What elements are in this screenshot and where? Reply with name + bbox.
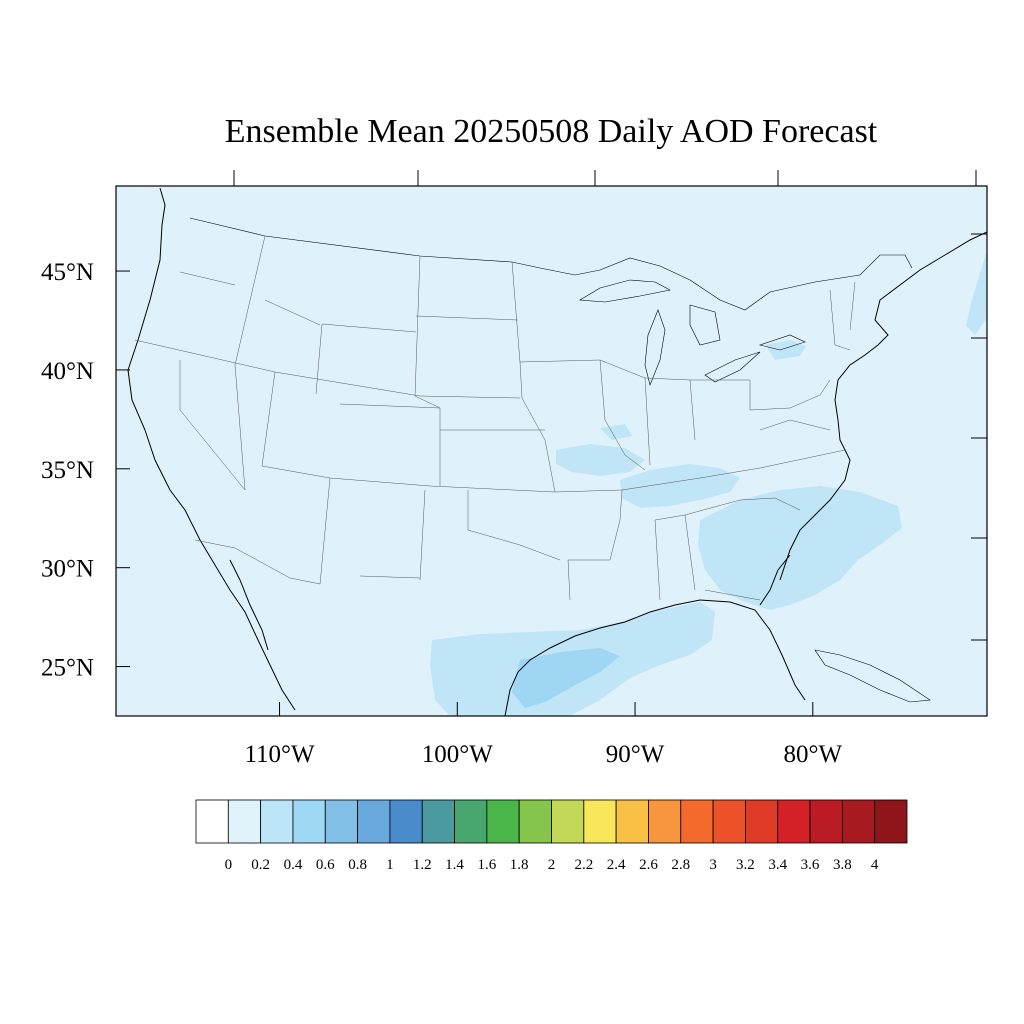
lat-tick-label-0: 25°N: [41, 655, 94, 682]
lake-michigan: [644, 309, 666, 386]
colorbar-label-19: 3.8: [833, 857, 852, 873]
colorbar-label-2: 0.4: [284, 857, 303, 873]
lon-tick-label-3: 80°W: [784, 741, 843, 768]
colorbar-swatch-11: [551, 799, 585, 844]
colorbar-swatch-15: [680, 799, 714, 844]
colorbar-label-4: 0.8: [348, 857, 367, 873]
lat-tick-label-4: 45°N: [41, 259, 94, 286]
canada-border: [189, 217, 913, 311]
colorbar-swatch-7: [421, 799, 455, 844]
gulf-coast: [504, 599, 806, 716]
lake-huron: [689, 304, 721, 346]
colorbar: 0 0.2 0.4 0.6 0.8 1 1.2 1.4 1.6 1.8 2 2.2 2.4 2.6 2.8 3…: [195, 799, 908, 873]
colorbar-swatch-8: [454, 799, 488, 844]
colorbar-swatch-9: [486, 799, 520, 844]
colorbar-swatch-18: [777, 799, 811, 844]
baja-coast: [229, 559, 269, 651]
colorbar-label-7: 1.4: [445, 857, 464, 873]
colorbar-label-3: 0.6: [316, 857, 335, 873]
florida-coast: [759, 554, 791, 606]
map-title: Ensemble Mean 20250508 Daily AOD Forecas…: [225, 113, 878, 150]
colorbar-label-8: 1.6: [477, 857, 496, 873]
colorbar-swatch-10: [518, 799, 552, 844]
colorbar-swatch-4: [324, 799, 358, 844]
colorbar-label-1: 0.2: [251, 857, 270, 873]
colorbar-label-18: 3.6: [801, 857, 820, 873]
lon-tick-label-2: 90°W: [606, 741, 665, 768]
aod-plume-illinois: [600, 424, 632, 440]
lake-ontario: [758, 334, 806, 351]
coastlines-and-borders: [127, 187, 987, 716]
colorbar-swatch-16: [712, 799, 746, 844]
colorbar-swatch-0: [195, 799, 229, 844]
colorbar-swatch-14: [648, 799, 682, 844]
colorbar-swatch-20: [841, 799, 876, 844]
aod-core-gulf: [512, 648, 620, 708]
lat-tick-label-1: 30°N: [41, 556, 94, 583]
colorbar-swatch-2: [260, 799, 294, 844]
colorbar-label-0: 0: [225, 857, 233, 873]
colorbar-label-17: 3.4: [768, 857, 787, 873]
aod-plume-tennessee: [620, 464, 740, 508]
map-border: [115, 185, 988, 717]
colorbar-label-6: 1.2: [413, 857, 432, 873]
colorbar-swatch-12: [583, 799, 617, 844]
state-boundaries: [134, 235, 856, 601]
colorbar-swatch-3: [292, 799, 326, 844]
colorbar-swatch-13: [615, 799, 649, 844]
colorbar-swatch-5: [357, 799, 391, 844]
colorbar-label-9: 1.8: [510, 857, 529, 873]
colorbar-label-15: 3: [709, 857, 717, 873]
cuba: [814, 649, 931, 703]
colorbar-swatch-21: [874, 799, 908, 844]
colorbar-label-13: 2.6: [639, 857, 658, 873]
colorbar-swatch-6: [389, 799, 423, 844]
pacific-coast: [127, 187, 296, 711]
colorbar-label-16: 3.2: [736, 857, 755, 873]
aod-plume-atlantic: [966, 250, 987, 335]
atlantic-coast: [779, 231, 987, 581]
latitude-ticks: 25°N 30°N 35°N 40°N 45°N: [41, 233, 987, 682]
map-frame: [115, 185, 988, 717]
colorbar-label-20: 4: [871, 857, 879, 873]
colorbar-label-12: 2.4: [607, 857, 626, 873]
colorbar-label-14: 2.8: [671, 857, 690, 873]
lat-tick-label-3: 40°N: [41, 358, 94, 385]
colorbar-swatch-1: [227, 799, 262, 844]
aod-plume-missouri: [556, 444, 645, 476]
longitude-ticks: 110°W 100°W 90°W 80°W: [233, 170, 977, 768]
lon-tick-label-1: 100°W: [422, 741, 493, 768]
colorbar-swatch-17: [745, 799, 779, 844]
lake-erie: [704, 351, 761, 383]
lat-tick-label-2: 35°N: [41, 457, 94, 484]
lake-superior: [579, 279, 671, 303]
colorbar-label-10: 2: [548, 857, 556, 873]
colorbar-label-5: 1: [386, 857, 394, 873]
colorbar-swatch-19: [809, 799, 843, 844]
colorbar-label-11: 2.2: [574, 857, 593, 873]
aod-plume-southeast: [698, 486, 902, 610]
lon-tick-label-0: 110°W: [244, 741, 315, 768]
